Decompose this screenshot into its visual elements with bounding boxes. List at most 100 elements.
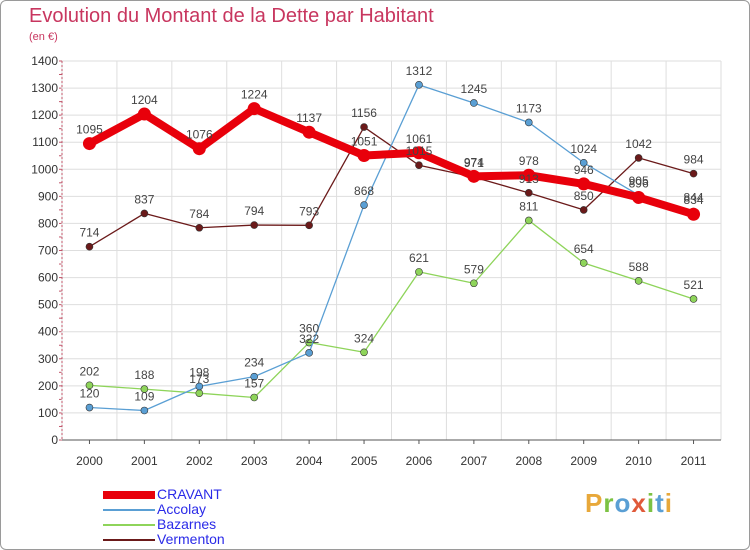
data-point-cravant bbox=[577, 177, 591, 191]
data-label-bazarnes: 654 bbox=[574, 242, 594, 256]
data-label-bazarnes: 621 bbox=[409, 251, 429, 265]
data-label-vermenton: 850 bbox=[574, 189, 594, 203]
y-tick-label: 700 bbox=[38, 244, 58, 258]
data-point-accolay bbox=[579, 158, 588, 167]
data-point-accolay bbox=[360, 201, 368, 209]
data-point-accolay bbox=[415, 81, 423, 89]
y-tick-label: 400 bbox=[38, 325, 58, 339]
data-point-accolay bbox=[305, 349, 313, 357]
data-point-bazarnes bbox=[524, 216, 533, 225]
data-label-accolay: 844 bbox=[684, 191, 704, 205]
data-point-cravant bbox=[247, 102, 261, 116]
y-tick-label: 1200 bbox=[31, 108, 58, 122]
series-line-accolay bbox=[88, 84, 695, 412]
y-tick-label: 900 bbox=[38, 189, 58, 203]
logo-letter: P bbox=[585, 488, 604, 518]
data-label-accolay: 868 bbox=[354, 184, 374, 198]
data-point-vermenton bbox=[634, 154, 643, 162]
data-label-vermenton: 984 bbox=[684, 153, 704, 167]
data-point-vermenton bbox=[579, 206, 588, 214]
data-label-vermenton: 793 bbox=[299, 204, 319, 218]
data-point-vermenton bbox=[360, 123, 368, 131]
data-label-cravant: 1095 bbox=[76, 123, 103, 137]
data-point-cravant bbox=[412, 146, 426, 160]
data-label-vermenton: 837 bbox=[134, 192, 154, 206]
legend-label: CRAVANT bbox=[157, 486, 222, 502]
data-point-bazarnes bbox=[689, 295, 698, 303]
data-point-cravant bbox=[357, 148, 371, 162]
x-tick-label: 2009 bbox=[570, 454, 597, 468]
data-label-bazarnes: 188 bbox=[134, 368, 154, 382]
data-point-cravant bbox=[687, 207, 701, 221]
data-label-vermenton: 1156 bbox=[351, 106, 377, 120]
data-label-cravant: 978 bbox=[519, 154, 539, 168]
data-point-cravant bbox=[137, 107, 151, 121]
data-label-bazarnes: 360 bbox=[299, 322, 319, 336]
legend-label: Bazarnes bbox=[157, 516, 217, 532]
legend-swatch bbox=[103, 508, 155, 511]
y-tick-label: 1100 bbox=[32, 135, 58, 149]
data-point-accolay bbox=[470, 99, 478, 107]
data-label-bazarnes: 157 bbox=[244, 376, 264, 390]
data-point-accolay bbox=[524, 118, 533, 127]
data-point-vermenton bbox=[85, 242, 94, 251]
data-point-bazarnes bbox=[360, 348, 368, 357]
data-point-vermenton bbox=[689, 169, 698, 178]
data-label-cravant: 1061 bbox=[406, 132, 433, 146]
data-point-vermenton bbox=[140, 209, 149, 218]
series-line-bazarnes bbox=[88, 219, 695, 399]
data-point-bazarnes bbox=[579, 259, 588, 267]
data-label-accolay: 1173 bbox=[516, 101, 542, 115]
y-tick-label: 200 bbox=[38, 379, 58, 393]
data-label-accolay: 1245 bbox=[461, 82, 488, 96]
data-point-accolay bbox=[250, 372, 259, 381]
y-tick-label: 1000 bbox=[31, 162, 58, 176]
x-tick-label: 2004 bbox=[296, 454, 323, 468]
data-point-accolay bbox=[195, 382, 204, 391]
y-tick-label: 100 bbox=[38, 406, 58, 420]
data-point-bazarnes bbox=[470, 279, 478, 288]
data-point-cravant bbox=[522, 168, 536, 182]
data-label-accolay: 1312 bbox=[406, 64, 433, 78]
data-point-cravant bbox=[467, 169, 481, 183]
data-label-cravant: 896 bbox=[629, 176, 649, 190]
logo-letter: t bbox=[655, 488, 665, 518]
y-tick-label: 800 bbox=[38, 216, 58, 230]
y-tick-label: 1300 bbox=[31, 81, 58, 95]
data-label-accolay: 198 bbox=[189, 365, 209, 379]
legend-swatch bbox=[103, 490, 155, 499]
data-label-accolay: 1024 bbox=[570, 142, 597, 156]
data-label-accolay: 234 bbox=[244, 356, 264, 370]
data-label-cravant: 1076 bbox=[186, 128, 213, 142]
data-label-bazarnes: 811 bbox=[519, 199, 538, 213]
data-point-bazarnes bbox=[634, 277, 643, 285]
data-point-vermenton bbox=[250, 221, 259, 229]
x-tick-label: 2008 bbox=[515, 454, 542, 468]
data-label-accolay: 322 bbox=[299, 332, 319, 346]
chart-subtitle: (en €) bbox=[29, 31, 58, 43]
proxiti-logo: Proxiti bbox=[585, 488, 673, 519]
x-tick-label: 2000 bbox=[76, 454, 103, 468]
y-tick-label: 1400 bbox=[31, 54, 58, 68]
data-label-bazarnes: 324 bbox=[354, 331, 374, 345]
legend-label: Accolay bbox=[157, 501, 207, 517]
data-label-vermenton: 913 bbox=[519, 172, 539, 186]
logo-letter: o bbox=[614, 488, 632, 518]
data-label-cravant: 1224 bbox=[241, 88, 268, 102]
data-label-bazarnes: 202 bbox=[79, 364, 99, 378]
data-point-vermenton bbox=[195, 223, 204, 232]
data-point-bazarnes bbox=[250, 393, 259, 402]
x-tick-label: 2011 bbox=[681, 454, 707, 468]
series-line-cravant bbox=[85, 104, 698, 219]
data-label-vermenton: 971 bbox=[464, 156, 484, 170]
data-label-cravant: 946 bbox=[574, 163, 594, 177]
data-label-cravant: 1137 bbox=[296, 111, 322, 125]
data-point-accolay bbox=[85, 403, 94, 412]
data-label-bazarnes: 173 bbox=[189, 372, 209, 386]
y-tick-label: 500 bbox=[38, 298, 58, 312]
data-label-bazarnes: 521 bbox=[684, 278, 704, 292]
y-tick-label: 0 bbox=[51, 433, 58, 447]
logo-letter: x bbox=[631, 488, 647, 518]
data-label-cravant: 1051 bbox=[351, 134, 378, 148]
